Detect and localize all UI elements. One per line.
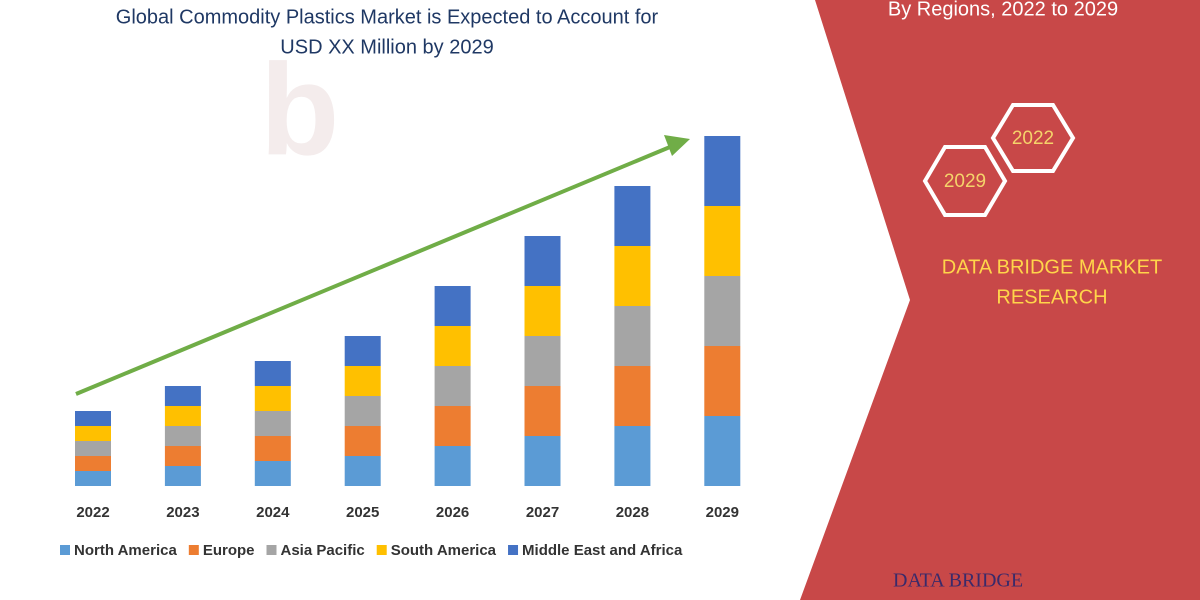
bar-segment xyxy=(614,186,651,246)
legend-swatch xyxy=(266,545,277,555)
bar-segment xyxy=(254,436,291,461)
watermark: b xyxy=(260,36,339,182)
x-tick-label: 2029 xyxy=(706,504,739,521)
bar-segment xyxy=(434,326,471,366)
bar-segment xyxy=(704,136,741,206)
legend-swatch xyxy=(508,545,519,555)
bar-segment xyxy=(524,236,561,286)
bar-segment xyxy=(524,286,561,336)
legend-label: North America xyxy=(74,542,177,559)
bar-segment xyxy=(254,461,291,486)
bar-segment xyxy=(434,446,471,486)
x-tick-label: 2026 xyxy=(436,504,469,521)
chart-title: USD XX Million by 2029 xyxy=(280,36,493,58)
side-panel xyxy=(800,0,1200,600)
x-tick-label: 2028 xyxy=(616,504,649,521)
legend-label: Europe xyxy=(203,542,255,559)
bar-segment xyxy=(524,386,561,436)
bar-segment xyxy=(164,446,201,466)
bar-segment xyxy=(344,336,381,366)
bar-segment xyxy=(614,246,651,306)
bar-segment xyxy=(434,406,471,446)
bar-segment xyxy=(344,426,381,456)
trend-arrow xyxy=(75,140,683,396)
bar-segment xyxy=(614,306,651,366)
bar-segment xyxy=(434,366,471,406)
bar-segment xyxy=(164,466,201,486)
legend-swatch xyxy=(188,545,199,555)
bar-segment xyxy=(254,361,291,386)
bar-segment xyxy=(164,406,201,426)
bar-segment xyxy=(75,411,111,426)
bar-segment xyxy=(524,336,561,386)
bar-segment xyxy=(344,456,381,486)
bar-segment xyxy=(164,426,201,446)
bar-segment xyxy=(704,276,741,346)
legend-swatch xyxy=(376,545,387,555)
bar-segment xyxy=(614,366,651,426)
bar-segment xyxy=(614,426,651,486)
bar-segment xyxy=(704,416,741,486)
bar-segment xyxy=(75,441,111,456)
legend-label: South America xyxy=(391,542,497,559)
hexagon-label: 2022 xyxy=(1012,128,1054,149)
bar-segment xyxy=(524,436,561,486)
bar-segment xyxy=(75,456,111,471)
bar-segment xyxy=(344,396,381,426)
x-tick-label: 2023 xyxy=(166,504,199,521)
hexagon-label: 2029 xyxy=(944,171,986,192)
x-tick-label: 2022 xyxy=(76,504,109,521)
bar-segment xyxy=(344,366,381,396)
bar-segment xyxy=(254,411,291,436)
bar-segment xyxy=(254,386,291,411)
legend-label: Middle East and Africa xyxy=(522,542,683,559)
bar-segment xyxy=(75,471,111,486)
brand: RESEARCH xyxy=(996,286,1107,308)
bar-segment xyxy=(164,386,201,406)
arrow-head xyxy=(664,135,690,156)
chart-title: Global Commodity Plastics Market is Expe… xyxy=(116,6,659,28)
legend-label: Asia Pacific xyxy=(281,542,365,559)
hexagon xyxy=(922,145,1008,217)
legend-swatch xyxy=(60,545,70,555)
subtitle: By Regions, 2022 to 2029 xyxy=(888,0,1118,20)
bar-segment xyxy=(704,346,741,416)
brand: DATA BRIDGE MARKET xyxy=(942,256,1162,278)
bar-segment xyxy=(434,286,471,326)
logo: DATA BRIDGE xyxy=(893,570,1023,592)
x-tick-label: 2027 xyxy=(526,504,559,521)
x-tick-label: 2025 xyxy=(346,504,379,521)
bar-segment xyxy=(75,426,111,441)
hexagon xyxy=(990,103,1076,173)
bar-segment xyxy=(704,206,741,276)
x-tick-label: 2024 xyxy=(256,504,290,521)
